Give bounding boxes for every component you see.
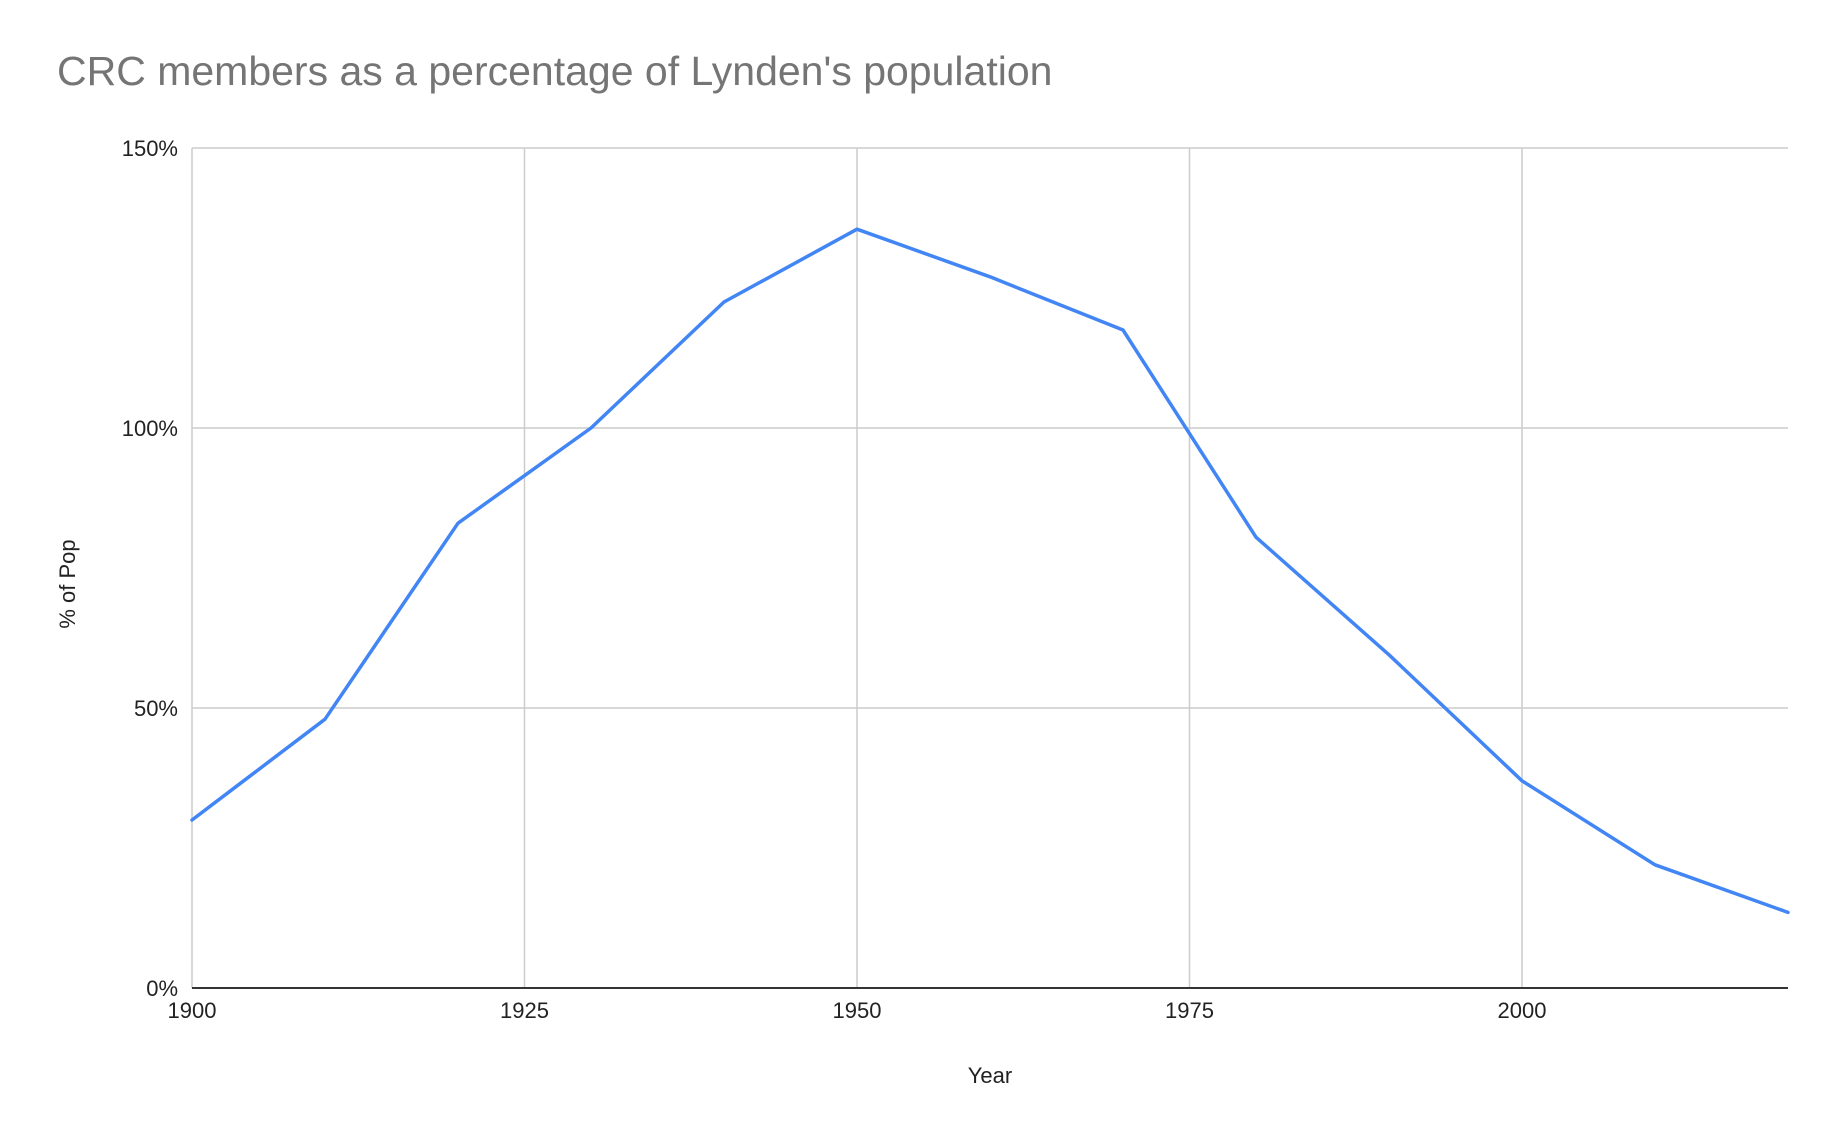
grid-lines: [191, 147, 1788, 988]
y-tick-label: 150%: [122, 136, 178, 161]
y-tick-label: 0%: [146, 976, 178, 1001]
y-tick-label: 100%: [122, 416, 178, 441]
y-axis-label: % of Pop: [55, 539, 80, 628]
x-tick-label: 1950: [833, 998, 882, 1023]
series-layer: [190, 227, 1790, 915]
x-tick-label: 1925: [500, 998, 549, 1023]
x-tick-label: 2000: [1498, 998, 1547, 1023]
tick-labels: 0% 50% 100% 150% 1900 1925 1950 1975 2000: [122, 136, 1547, 1023]
x-tick-label: 1975: [1165, 998, 1214, 1023]
x-axis-label: Year: [968, 1063, 1012, 1088]
x-tick-label: 1900: [168, 998, 217, 1023]
series-line: [190, 227, 1790, 915]
y-tick-label: 50%: [134, 696, 178, 721]
chart-title: CRC members as a percentage of Lynden's …: [57, 48, 1053, 94]
